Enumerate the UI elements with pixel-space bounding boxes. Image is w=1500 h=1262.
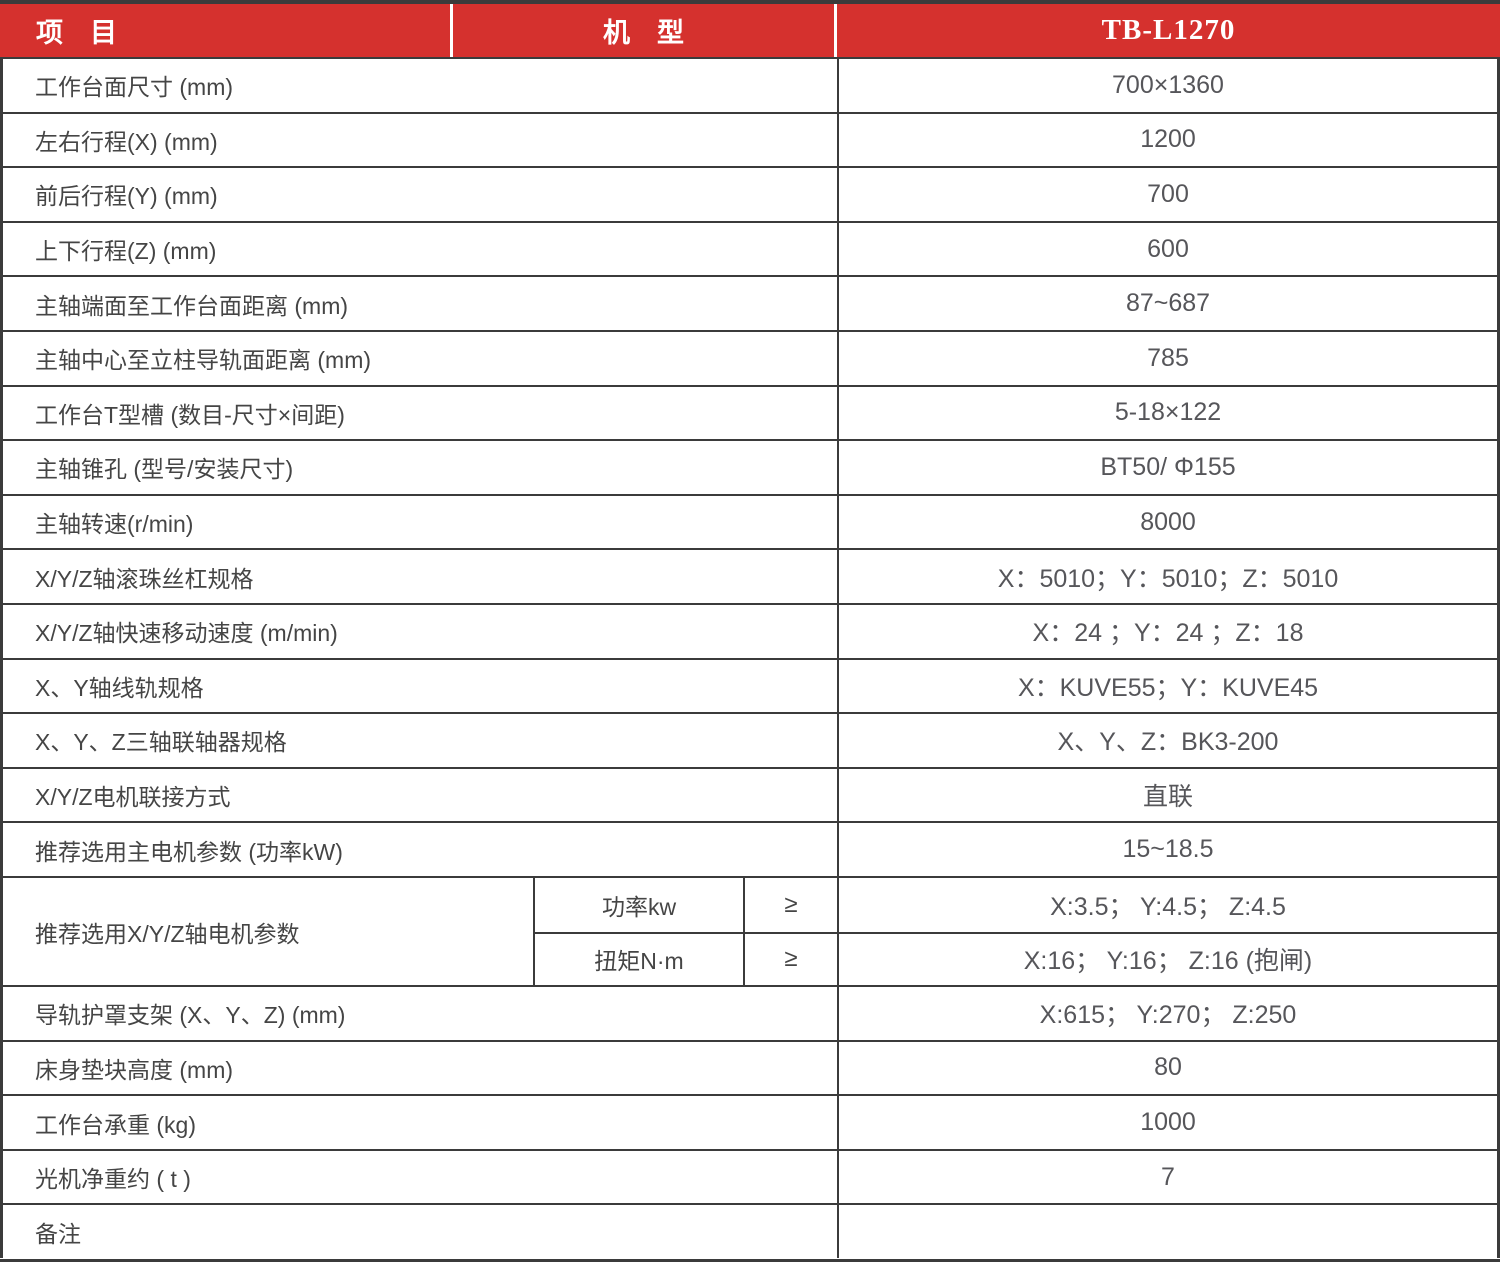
- spec-value: 7: [837, 1150, 1497, 1204]
- table-row: 工作台T型槽 (数目-尺寸×间距) 5-18×122: [3, 384, 1497, 440]
- spec-label: 主轴锥孔 (型号/安装尺寸): [35, 456, 294, 483]
- table-row: 推荐选用主电机参数 (功率kW) 15~18.5: [3, 821, 1497, 876]
- spec-value: X:16； Y:16； Z:16 (抱闸): [837, 931, 1497, 986]
- table-header-row: 项 目 机 型 TB-L1270: [0, 4, 1500, 57]
- model-number: TB-L1270: [1101, 14, 1236, 46]
- spec-label: 主轴转速(r/min): [35, 511, 194, 538]
- gte-symbol: ≥: [743, 877, 837, 932]
- spec-label: 光机净重约 ( t ): [35, 1166, 191, 1193]
- spec-value: X：KUVE55；Y：KUVE45: [837, 659, 1497, 713]
- header-item-cell: 项 目: [0, 4, 453, 57]
- spec-label: X/Y/Z轴快速移动速度 (m/min): [35, 620, 338, 647]
- table-row: X、Y、Z三轴联轴器规格 X、Y、Z：BK3-200: [3, 712, 1497, 767]
- table-row: X/Y/Z轴快速移动速度 (m/min) X：24 ；Y：24 ；Z：18: [3, 602, 1497, 658]
- spec-label: 左右行程(X) (mm): [35, 128, 218, 155]
- spec-value: [837, 1205, 1497, 1259]
- table-row: 床身垫块高度 (mm) 80: [3, 1039, 1497, 1095]
- spec-label: X、Y、Z三轴联轴器规格: [35, 729, 287, 756]
- spec-value: 80: [837, 1041, 1497, 1095]
- spec-value: X：5010；Y：5010；Z：5010: [837, 550, 1497, 603]
- spec-label: 工作台面尺寸 (mm): [35, 74, 234, 101]
- spec-label: 导轨护罩支架 (X、Y、Z) (mm): [35, 1002, 346, 1029]
- motor-param-name: 功率kw: [533, 877, 743, 932]
- spec-value: 5-18×122: [837, 386, 1497, 440]
- spec-value: 700×1360: [837, 59, 1497, 112]
- table-row: 主轴端面至工作台面距离 (mm) 87~687: [3, 275, 1497, 330]
- spec-value: 15~18.5: [837, 823, 1497, 876]
- spec-value: 87~687: [837, 277, 1497, 330]
- spec-value: 700: [837, 168, 1497, 221]
- table-row: X、Y轴线轨规格 X：KUVE55；Y：KUVE45: [3, 657, 1497, 713]
- table-row: 工作台承重 (kg) 1000: [3, 1094, 1497, 1149]
- spec-label: 工作台T型槽 (数目-尺寸×间距): [35, 401, 345, 428]
- table-row: 上下行程(Z) (mm) 600: [3, 220, 1497, 276]
- spec-label: 工作台承重 (kg): [35, 1111, 196, 1138]
- spec-label: 床身垫块高度 (mm): [35, 1056, 234, 1083]
- table-row: 左右行程(X) (mm) 1200: [3, 111, 1497, 167]
- spec-value: 1200: [837, 113, 1497, 167]
- spec-value: X:3.5； Y:4.5； Z:4.5: [837, 877, 1497, 932]
- header-model-cell: 机 型: [453, 4, 837, 57]
- spec-value: X、Y、Z：BK3-200: [837, 714, 1497, 767]
- header-item-label: 项 目: [36, 18, 117, 48]
- spec-value: 600: [837, 222, 1497, 276]
- table-row: X/Y/Z电机联接方式 直联: [3, 766, 1497, 822]
- table-row: 主轴锥孔 (型号/安装尺寸) BT50/ Φ155: [3, 439, 1497, 494]
- spec-label: 主轴中心至立柱导轨面距离 (mm): [35, 347, 372, 374]
- spec-label: 推荐选用X/Y/Z轴电机参数: [35, 920, 300, 947]
- spec-value: 直联: [837, 768, 1497, 822]
- spec-label: 主轴端面至工作台面距离 (mm): [35, 292, 349, 319]
- spec-value: X：24 ；Y：24 ；Z：18: [837, 604, 1497, 658]
- table-row: 光机净重约 ( t ) 7: [3, 1148, 1497, 1204]
- table-row: 工作台面尺寸 (mm) 700×1360: [3, 57, 1497, 112]
- table-row: 备注: [3, 1203, 1497, 1259]
- spec-label: 推荐选用主电机参数 (功率kW): [35, 838, 343, 865]
- spec-label: 备注: [35, 1220, 81, 1247]
- table-row-motor-params: 推荐选用X/Y/Z轴电机参数 功率kw ≥ X:3.5； Y:4.5； Z:4.…: [3, 875, 1497, 986]
- header-model-value-cell: TB-L1270: [837, 4, 1500, 57]
- spec-value: 8000: [837, 495, 1497, 549]
- spec-label: 前后行程(Y) (mm): [35, 183, 218, 210]
- spec-value: 1000: [837, 1096, 1497, 1149]
- gte-symbol: ≥: [743, 931, 837, 986]
- motor-param-name: 扭矩N·m: [533, 931, 743, 986]
- spec-label: X/Y/Z轴滚珠丝杠规格: [35, 565, 254, 592]
- spec-label: X/Y/Z电机联接方式: [35, 784, 231, 811]
- table-row: 主轴中心至立柱导轨面距离 (mm) 785: [3, 329, 1497, 385]
- table-row: X/Y/Z轴滚珠丝杠规格 X：5010；Y：5010；Z：5010: [3, 548, 1497, 603]
- spec-value: 785: [837, 331, 1497, 385]
- spec-value: BT50/ Φ155: [837, 441, 1497, 494]
- table-row: 前后行程(Y) (mm) 700: [3, 166, 1497, 221]
- header-model-label: 机 型: [603, 18, 684, 48]
- table-row: 导轨护罩支架 (X、Y、Z) (mm) X:615； Y:270； Z:250: [3, 985, 1497, 1040]
- table-body: 工作台面尺寸 (mm) 700×1360 左右行程(X) (mm) 1200 前…: [0, 57, 1500, 1259]
- table-row: 主轴转速(r/min) 8000: [3, 493, 1497, 549]
- spec-label: 上下行程(Z) (mm): [35, 238, 217, 265]
- spec-value: X:615； Y:270； Z:250: [837, 987, 1497, 1040]
- spec-label: X、Y轴线轨规格: [35, 674, 204, 701]
